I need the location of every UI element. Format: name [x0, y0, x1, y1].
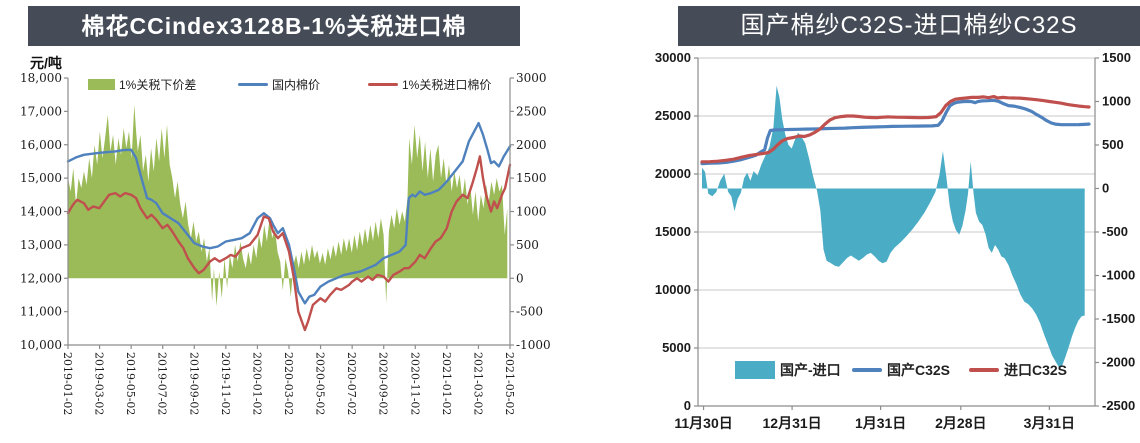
- x-tick-label: 2020-03-02: [282, 352, 295, 415]
- y-left-tick-label: 15000: [655, 224, 691, 239]
- series-area-1%关税下价差: [68, 104, 508, 307]
- y-right-tick-label: 500: [1102, 137, 1124, 152]
- y-left-tick-label: 12,000: [20, 271, 62, 285]
- series-line-进口C32S: [700, 94, 1091, 164]
- y-right-tick-label: 500: [516, 238, 539, 252]
- legend-label: 国产C32S: [887, 362, 951, 378]
- legend-item-domestic-yarn: 国产C32S: [852, 360, 950, 380]
- x-tick-label: 2020-01-02: [250, 352, 263, 415]
- legend-label: 进口C32S: [1004, 362, 1068, 378]
- y-left-tick-label: 30000: [655, 50, 691, 65]
- series-area-国产-进口: [702, 85, 1085, 368]
- legend-label: 1%关税进口棉价: [402, 78, 492, 92]
- y-right-tick-label: -2000: [1102, 355, 1135, 370]
- y-left-tick-label: 17,000: [20, 104, 62, 118]
- x-tick-label: 2020-05-02: [314, 352, 327, 415]
- legend-label: 国内棉价: [272, 78, 321, 92]
- y-right-tick-label: -500: [516, 305, 543, 319]
- legend-item-domestic-cotton: 国内棉价: [238, 77, 320, 93]
- x-tick-label: 2019-07-02: [156, 352, 169, 415]
- x-tick-label: 2021-01-02: [440, 352, 453, 415]
- x-tick-label: 2021-05-02: [503, 352, 516, 415]
- y-right-tick-label: -1000: [516, 338, 551, 352]
- line-swatch-icon: [852, 368, 882, 372]
- chart-title-cotton-yarn: 国产棉纱C32S-进口棉纱C32S: [678, 6, 1140, 46]
- y-right-tick-label: 1500: [516, 171, 547, 185]
- y-left-tick-label: 25000: [655, 108, 691, 123]
- y-right-tick-label: 1500: [1102, 50, 1131, 65]
- y-right-tick-label: 0: [516, 271, 524, 285]
- y-right-tick-label: 3000: [516, 71, 547, 85]
- line-swatch-icon: [969, 368, 999, 372]
- y-left-tick-label: 13,000: [20, 238, 62, 252]
- area-swatch-icon: [88, 79, 115, 90]
- series-line-国产C32S: [700, 98, 1091, 166]
- x-tick-label: 1月31日: [855, 415, 906, 431]
- y-left-tick-label: 20000: [655, 166, 691, 181]
- y-right-tick-label: 0: [1102, 181, 1109, 196]
- x-tick-label: 2019-09-02: [187, 352, 200, 415]
- x-tick-label: 11月30日: [674, 415, 732, 431]
- y-right-tick-label: -1000: [1102, 268, 1135, 283]
- y-left-tick-label: 15,000: [20, 171, 62, 185]
- legend-item-import-yarn: 进口C32S: [969, 360, 1067, 380]
- line-swatch-icon: [368, 83, 398, 86]
- legend-item-yarn-spread: 国产-进口: [735, 360, 841, 380]
- legend-label: 国产-进口: [780, 362, 841, 378]
- x-tick-label: 2019-03-02: [93, 352, 106, 415]
- legend-label: 1%关税下价差: [119, 78, 197, 92]
- y-left-tick-label: 0: [684, 398, 691, 413]
- x-tick-label: 2019-11-02: [219, 352, 232, 415]
- x-tick-label: 2021-03-02: [471, 352, 484, 415]
- y-right-tick-label: 2000: [516, 138, 547, 152]
- x-tick-label: 2019-05-02: [124, 352, 137, 415]
- y-left-tick-label: 10,000: [20, 338, 62, 352]
- y-axis-title-yuan-per-ton: 元/吨: [30, 55, 62, 71]
- y-right-tick-label: -500: [1102, 224, 1128, 239]
- x-tick-label: 2020-07-02: [345, 352, 358, 415]
- chart-1: 3000025000200001500010000500001500100050…: [655, 50, 1135, 431]
- x-tick-label: 3月31日: [1024, 415, 1075, 431]
- series-line-1%关税进口棉价: [66, 155, 512, 332]
- legend-item-import-cotton: 1%关税进口棉价: [368, 77, 491, 93]
- legend-item-price-spread: 1%关税下价差: [88, 77, 196, 93]
- series-line-国内棉价: [66, 121, 512, 305]
- chart-title-cotton-price: 棉花CCindex3128B-1%关税进口棉: [28, 6, 520, 46]
- y-right-tick-label: 1000: [1102, 94, 1131, 109]
- line-swatch-icon: [238, 83, 268, 86]
- y-left-tick-label: 10000: [655, 282, 691, 297]
- y-right-tick-label: 1000: [516, 205, 547, 219]
- y-left-tick-label: 11,000: [20, 305, 62, 319]
- y-left-tick-label: 5000: [662, 340, 691, 355]
- area-swatch-icon: [735, 361, 775, 379]
- y-left-tick-label: 14,000: [20, 205, 62, 219]
- x-tick-label: 2019-01-02: [61, 352, 74, 415]
- x-tick-label: 2020-09-02: [377, 352, 390, 415]
- y-right-tick-label: -2500: [1102, 398, 1135, 413]
- chart-0: 18,000 17,000 16,000 15,000 14,000 13,000 12,0…: [20, 71, 551, 415]
- y-right-tick-label: -1500: [1102, 311, 1135, 326]
- y-left-tick-label: 18,000: [20, 71, 62, 85]
- y-left-tick-label: 16,000: [20, 138, 62, 152]
- x-tick-label: 12月31日: [763, 415, 822, 431]
- x-tick-label: 2月28日: [935, 415, 986, 431]
- y-right-tick-label: 2500: [516, 104, 547, 118]
- x-tick-label: 2020-11-02: [408, 352, 421, 415]
